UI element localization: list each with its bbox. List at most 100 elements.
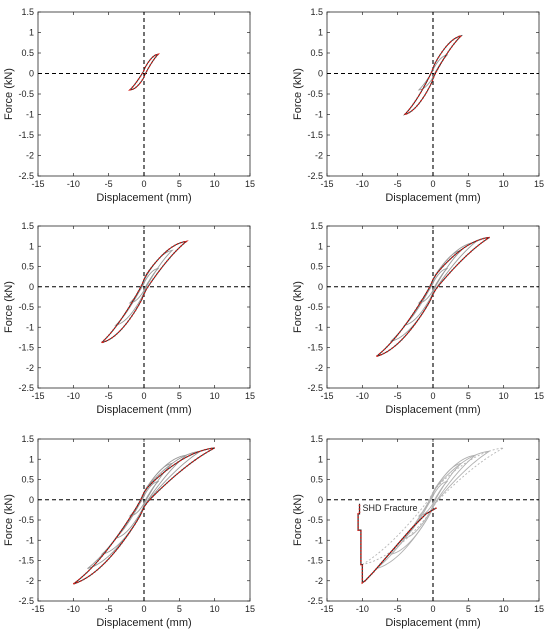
x-tick-label: -10 bbox=[67, 604, 80, 614]
x-tick-label: 10 bbox=[499, 604, 509, 614]
y-tick-label: -2 bbox=[315, 151, 323, 161]
y-tick-label: 0.5 bbox=[310, 262, 323, 272]
y-tick-label: -0.5 bbox=[307, 89, 323, 99]
y-tick-label: 0.5 bbox=[310, 48, 323, 58]
y-tick-label: 0.5 bbox=[310, 475, 323, 485]
x-tick-label: 15 bbox=[245, 391, 255, 401]
x-tick-label: 0 bbox=[430, 604, 435, 614]
y-tick-label: 0 bbox=[318, 495, 323, 505]
chart-panel-4: -15 -10 -5 0 5 10 15 1.5 1 0.5 0 -0.5 -1 -1.5 -2 -2.5 Di… bbox=[292, 221, 544, 416]
y-axis-label: Force (kN) bbox=[3, 281, 15, 333]
x-tick-label: 0 bbox=[430, 179, 435, 189]
y-tick-label: -2.5 bbox=[307, 171, 323, 181]
x-tick-label: 0 bbox=[141, 179, 146, 189]
fracture-path-overlay bbox=[358, 504, 436, 583]
x-tick-label: 5 bbox=[177, 391, 182, 401]
y-tick-label: -2 bbox=[26, 576, 34, 586]
x-tick-label: 15 bbox=[534, 179, 544, 189]
x-tick-label: 10 bbox=[210, 604, 220, 614]
x-axis-label: Displacement (mm) bbox=[385, 404, 480, 416]
x-tick-label: 10 bbox=[499, 179, 509, 189]
chart-panel-3: -15 -10 -5 0 5 10 15 1.5 1 0.5 0 -0.5 -1 -1.5 -2 -2.5 Di… bbox=[3, 221, 255, 416]
chart-panel-5: -15 -10 -5 0 5 10 15 1.5 1 0.5 0 -0.5 -1 -1.5 -2 -2.5 Di… bbox=[3, 434, 255, 629]
x-tick-label: 10 bbox=[210, 391, 220, 401]
y-tick-label: 1 bbox=[318, 454, 323, 464]
y-axis-label: Force (kN) bbox=[3, 68, 15, 120]
x-tick-label: 0 bbox=[141, 604, 146, 614]
y-tick-label: -2 bbox=[26, 363, 34, 373]
x-tick-label: -5 bbox=[394, 604, 402, 614]
y-tick-label: -1.5 bbox=[307, 343, 323, 353]
x-axis-label: Displacement (mm) bbox=[96, 404, 191, 416]
y-tick-label: -1 bbox=[26, 110, 34, 120]
loops-group bbox=[358, 448, 504, 583]
y-tick-label: 0 bbox=[318, 282, 323, 292]
y-tick-label: 1 bbox=[29, 28, 34, 38]
y-tick-label: -2.5 bbox=[307, 596, 323, 606]
chart-panel-1: -15 -10 -5 0 5 10 15 1.5 1 0.5 0 -0.5 -1 -1.5 -2 -2.5 Di… bbox=[3, 7, 255, 204]
x-tick-label: 0 bbox=[141, 391, 146, 401]
fracture-annotation: SHD Fracture bbox=[363, 503, 418, 513]
x-tick-label: -10 bbox=[67, 179, 80, 189]
y-tick-label: -1.5 bbox=[18, 130, 34, 140]
y-tick-label: -1.5 bbox=[307, 556, 323, 566]
y-tick-label: 0.5 bbox=[21, 475, 34, 485]
y-tick-label: 1.5 bbox=[21, 221, 34, 231]
y-tick-label: 1 bbox=[318, 28, 323, 38]
x-tick-label: -5 bbox=[105, 179, 113, 189]
y-tick-label: 1.5 bbox=[21, 434, 34, 444]
x-tick-label: 5 bbox=[177, 604, 182, 614]
y-tick-label: 0 bbox=[318, 69, 323, 79]
y-axis-label: Force (kN) bbox=[292, 281, 304, 333]
y-tick-label: 1.5 bbox=[310, 434, 323, 444]
x-tick-label: 5 bbox=[177, 179, 182, 189]
y-tick-label: 0.5 bbox=[21, 48, 34, 58]
x-tick-label: -10 bbox=[67, 391, 80, 401]
y-tick-label: -2 bbox=[315, 363, 323, 373]
y-tick-label: 0 bbox=[29, 69, 34, 79]
x-tick-label: 5 bbox=[466, 391, 471, 401]
y-axis-label: Force (kN) bbox=[3, 494, 15, 546]
y-tick-label: -0.5 bbox=[307, 515, 323, 525]
x-axis-label: Displacement (mm) bbox=[96, 192, 191, 204]
y-tick-label: -1 bbox=[26, 322, 34, 332]
y-axis-label: Force (kN) bbox=[292, 68, 304, 120]
chart-panel-6: -15 -10 -5 0 5 10 15 1.5 1 0.5 0 -0.5 -1 -1.5 -2 -2.5 Di… bbox=[292, 434, 544, 629]
y-tick-label: -2.5 bbox=[18, 383, 34, 393]
x-tick-label: -5 bbox=[394, 179, 402, 189]
y-tick-label: -2.5 bbox=[18, 171, 34, 181]
x-tick-label: 10 bbox=[499, 391, 509, 401]
y-tick-label: -1.5 bbox=[307, 130, 323, 140]
x-tick-label: 0 bbox=[430, 391, 435, 401]
y-tick-label: -1 bbox=[315, 110, 323, 120]
y-tick-label: 1 bbox=[29, 454, 34, 464]
loops-group bbox=[102, 241, 187, 342]
x-axis-label: Displacement (mm) bbox=[385, 617, 480, 629]
y-tick-label: -1.5 bbox=[18, 556, 34, 566]
y-tick-label: 0.5 bbox=[21, 262, 34, 272]
y-tick-label: -1 bbox=[26, 535, 34, 545]
x-tick-label: 15 bbox=[245, 604, 255, 614]
y-tick-label: -0.5 bbox=[18, 89, 34, 99]
x-tick-label: -10 bbox=[356, 391, 369, 401]
chart-panel-2: -15 -10 -5 0 5 10 15 1.5 1 0.5 0 -0.5 -1 -1.5 -2 -2.5 Di… bbox=[292, 7, 544, 204]
y-tick-label: -1.5 bbox=[18, 343, 34, 353]
x-tick-label: -5 bbox=[394, 391, 402, 401]
x-tick-label: -5 bbox=[105, 604, 113, 614]
y-tick-label: -0.5 bbox=[307, 302, 323, 312]
x-tick-label: 5 bbox=[466, 179, 471, 189]
y-tick-label: -0.5 bbox=[18, 302, 34, 312]
y-tick-label: 1.5 bbox=[21, 7, 34, 17]
y-tick-label: 1.5 bbox=[310, 221, 323, 231]
x-axis-label: Displacement (mm) bbox=[385, 192, 480, 204]
y-tick-label: -2 bbox=[26, 151, 34, 161]
x-tick-label: 10 bbox=[210, 179, 220, 189]
y-tick-label: 1.5 bbox=[310, 7, 323, 17]
x-tick-label: 5 bbox=[466, 604, 471, 614]
x-tick-label: 15 bbox=[245, 179, 255, 189]
y-tick-label: 1 bbox=[29, 241, 34, 251]
y-tick-label: 0 bbox=[29, 495, 34, 505]
y-tick-label: -0.5 bbox=[18, 515, 34, 525]
x-tick-label: -10 bbox=[356, 604, 369, 614]
